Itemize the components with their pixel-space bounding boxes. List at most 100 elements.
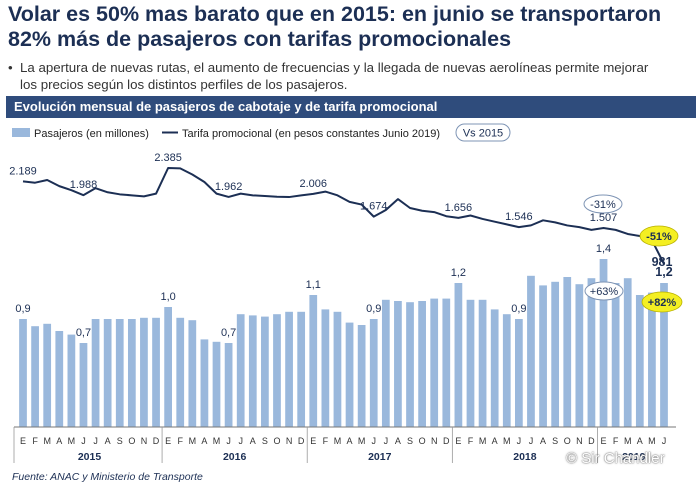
passenger-bar	[635, 295, 644, 427]
passenger-bar	[660, 283, 668, 427]
fare-value-label: 1.674	[360, 201, 388, 213]
month-tick-label: D	[298, 436, 305, 446]
month-tick-label: J	[371, 436, 376, 446]
subtitle-line-2: los precios según los distintos perfiles…	[20, 77, 348, 92]
source-note: Fuente: ANAC y Ministerio de Transporte	[12, 471, 203, 483]
bullet-icon: •	[8, 60, 13, 75]
month-tick-label: A	[492, 436, 498, 446]
month-tick-label: F	[323, 436, 329, 446]
passenger-bar	[19, 319, 27, 427]
month-tick-label: A	[250, 436, 256, 446]
fare-value-label: 1.546	[505, 211, 533, 223]
passenger-bar	[67, 334, 76, 427]
fare-value-label: 1.656	[445, 202, 473, 214]
bar-value-label: 0,7	[76, 327, 91, 339]
month-tick-label: O	[273, 436, 280, 446]
month-tick-label: E	[455, 436, 461, 446]
month-tick-label: A	[56, 436, 62, 446]
month-tick-label: M	[334, 436, 342, 446]
passenger-bar	[430, 298, 439, 427]
passenger-bar	[212, 341, 221, 427]
passenger-bar	[623, 278, 632, 427]
month-tick-label: M	[189, 436, 197, 446]
pax-vs-2015-label: +63%	[590, 286, 619, 298]
month-tick-label: S	[407, 436, 413, 446]
month-tick-label: F	[32, 436, 38, 446]
passenger-bar	[152, 317, 160, 427]
watermark: © Sir Chandler	[566, 450, 665, 467]
passenger-bar	[224, 343, 233, 427]
bar-value-label: 1,1	[306, 279, 321, 291]
month-tick-label: O	[419, 436, 426, 446]
passenger-bar	[575, 284, 584, 427]
month-tick-label: N	[141, 436, 148, 446]
chart-header-band: Evolución mensual de pasajeros de cabota…	[6, 96, 696, 118]
pax-vs-2015-bubble	[584, 281, 624, 301]
passenger-bar	[79, 343, 88, 427]
year-label: 2015	[78, 451, 102, 463]
chart-header-title: Evolución mensual de pasajeros de cabota…	[14, 99, 438, 114]
pax-latest-label: +82%	[648, 297, 677, 309]
passenger-bar	[176, 317, 185, 427]
passenger-bar	[381, 299, 390, 427]
passenger-bar	[442, 298, 451, 427]
fare-value-label: 2.006	[299, 178, 327, 190]
passenger-bar	[127, 319, 136, 427]
passenger-bar	[261, 316, 269, 427]
passenger-bar	[297, 311, 306, 427]
legend-bar-label: Pasajeros (en millones)	[34, 128, 149, 140]
fare-vs-2015-label: -31%	[590, 199, 616, 211]
passenger-bar	[273, 314, 281, 427]
month-tick-label: J	[81, 436, 86, 446]
month-tick-label: F	[613, 436, 619, 446]
passenger-bar	[490, 309, 499, 427]
month-tick-label: S	[262, 436, 268, 446]
title-line-2: 82% más de pasajeros con tarifas promoci…	[8, 27, 512, 51]
month-tick-label: J	[384, 436, 389, 446]
month-tick-label: A	[105, 436, 111, 446]
year-label: 2017	[368, 451, 392, 463]
month-tick-label: D	[153, 436, 160, 446]
month-tick-label: O	[128, 436, 135, 446]
passenger-bar	[345, 322, 354, 427]
fare-value-label: 981	[652, 255, 673, 269]
passenger-bar	[55, 331, 64, 427]
passenger-bar	[321, 309, 330, 427]
passenger-bar	[357, 325, 366, 427]
month-tick-label: J	[529, 436, 534, 446]
month-tick-label: J	[238, 436, 243, 446]
passenger-bar	[478, 299, 487, 427]
month-tick-label: F	[177, 436, 183, 446]
bar-value-label: 0,7	[221, 327, 236, 339]
month-tick-label: O	[564, 436, 571, 446]
month-tick-label: A	[201, 436, 207, 446]
year-label: 2018	[513, 451, 537, 463]
passenger-bar	[31, 326, 39, 427]
month-tick-label: S	[117, 436, 123, 446]
month-tick-label: M	[213, 436, 221, 446]
fare-vs-2015-bubble	[583, 194, 623, 214]
passenger-bar	[515, 319, 523, 427]
month-tick-label: D	[588, 436, 595, 446]
fare-latest-label: -51%	[646, 231, 672, 243]
passenger-bar	[551, 281, 560, 427]
passenger-bar	[369, 319, 378, 427]
passenger-bar	[43, 323, 52, 427]
month-tick-label: A	[540, 436, 546, 446]
month-tick-label: N	[286, 436, 293, 446]
page-title: Volar es 50% mas barato que en 2015: en …	[8, 2, 698, 52]
passenger-bar	[563, 277, 572, 427]
bar-value-label: 1,2	[451, 267, 466, 279]
bar-value-label: 0,9	[15, 303, 30, 315]
month-tick-label: J	[662, 436, 667, 446]
bar-value-label: 0,9	[366, 303, 381, 315]
passenger-bar	[599, 259, 608, 427]
fare-value-label: 1.962	[215, 181, 243, 193]
month-tick-label: A	[637, 436, 643, 446]
passenger-bar	[418, 301, 426, 427]
month-tick-label: N	[576, 436, 583, 446]
month-tick-label: J	[517, 436, 522, 446]
year-label: 2016	[223, 451, 247, 463]
passenger-bar	[466, 299, 475, 427]
